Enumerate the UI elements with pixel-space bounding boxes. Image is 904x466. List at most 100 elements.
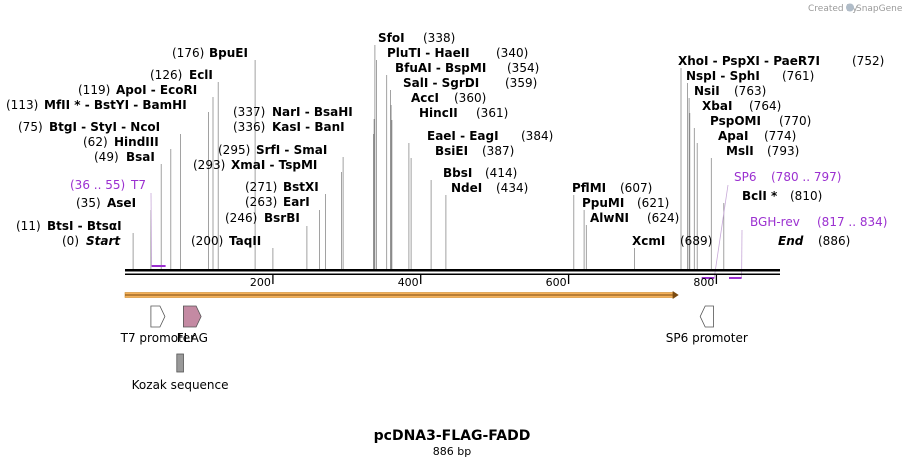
site-name-s27: NdeI	[451, 181, 482, 195]
site-name-s32: XhoI - PspXI - PaeR7I	[678, 54, 820, 68]
site-name-s36: PspOMI	[710, 114, 761, 128]
scale-label-600: 600	[546, 276, 567, 289]
feature-shape-f3	[176, 353, 184, 373]
feature-shape-f1	[150, 305, 166, 328]
primer-bar-p2	[701, 277, 715, 279]
site-pos-s3: (49)	[94, 150, 119, 164]
site-name-s8: EclI	[189, 68, 213, 82]
backbone-top	[125, 269, 780, 272]
site-pos-s19: (340)	[496, 46, 528, 60]
credit-brand: SnapGene	[856, 4, 903, 14]
site-pos-s10: (200)	[191, 234, 223, 248]
site-name-s16: KasI - BanI	[272, 120, 345, 134]
site-pos-s32: (752)	[852, 54, 884, 68]
credit: Created by SnapGene	[808, 3, 903, 14]
site-pos-s2: (35)	[76, 196, 101, 210]
site-name-s29: PpuMI	[582, 196, 624, 210]
site-name-s14: XmaI - TspMI	[231, 158, 317, 172]
site-pos-s21: (359)	[505, 76, 537, 90]
credit-text: Created by	[808, 4, 858, 14]
map-length: 886 bp	[433, 445, 471, 458]
site-name-s34: NsiI	[694, 84, 720, 98]
site-pos-s20: (354)	[507, 61, 539, 75]
primer-name-p1: T7	[130, 178, 146, 192]
site-name-s24: EaeI - EagI	[427, 129, 499, 143]
site-name-s23: HincII	[419, 106, 458, 120]
site-pos-s38: (793)	[767, 144, 799, 158]
feature-label-f2: FLAG	[177, 331, 208, 345]
site-labels: (0) Start (11) BtsI - BtsαI (35) AseI (49) BsaI…	[6, 31, 884, 248]
site-pos-s12: (263)	[245, 195, 277, 209]
site-name-s26: BbsI	[443, 166, 472, 180]
site-pos-s29: (621)	[637, 196, 669, 210]
feature-label-f3: Kozak sequence	[132, 378, 229, 392]
site-name-s3: BsaI	[126, 150, 155, 164]
site-name-s28: PflMI	[572, 181, 606, 195]
site-pos-s25: (387)	[482, 144, 514, 158]
site-name-s11: BsrBI	[264, 211, 300, 225]
site-pos-s33: (761)	[782, 69, 814, 83]
site-pos-s36: (770)	[779, 114, 811, 128]
primer-name-p3: BGH-rev	[750, 215, 800, 229]
feature-label-f4: SP6 promoter	[666, 331, 748, 345]
site-pos-s22: (360)	[454, 91, 486, 105]
primer-range-p1: (36 .. 55)	[70, 178, 125, 192]
site-name-s13: BstXI	[283, 180, 319, 194]
primer-range-p2: (780 .. 797)	[771, 170, 841, 184]
site-pos-s34: (763)	[734, 84, 766, 98]
site-pos-s31: (689)	[680, 234, 712, 248]
site-name-s21: SalI - SgrDI	[403, 76, 479, 90]
site-name-s18: SfoI	[378, 31, 405, 45]
site-pos-s17: (337)	[233, 105, 265, 119]
site-pos-s7: (119)	[78, 83, 110, 97]
site-pos-s5: (75)	[18, 120, 43, 134]
site-name-s6: MfII * - BstYI - BamHI	[44, 98, 187, 112]
site-name-s7: ApoI - EcoRI	[116, 83, 197, 97]
primer-leader-p1	[150, 192, 152, 267]
site-pos-s14: (293)	[193, 158, 225, 172]
site-name-s9: BpuEI	[209, 46, 248, 60]
site-pos-s18: (338)	[423, 31, 455, 45]
site-pos-s26: (414)	[485, 166, 517, 180]
orf-arrowhead	[672, 291, 679, 299]
site-name-s30: AlwNI	[590, 211, 629, 225]
site-name-s10: TaqII	[229, 234, 261, 248]
site-pos-s11: (246)	[225, 211, 257, 225]
feature-label-f1: T7 promoter	[120, 331, 196, 345]
primer-range-p3: (817 .. 834)	[817, 215, 887, 229]
backbone-bottom	[125, 273, 780, 275]
site-name-s39: BclI *	[742, 189, 778, 203]
site-name-s22: AccI	[411, 91, 439, 105]
site-name-s35: XbaI	[702, 99, 732, 113]
site-pos-s9: (176)	[172, 46, 204, 60]
site-name-s31: XcmI	[632, 234, 665, 248]
site-name-s37: ApaI	[718, 129, 748, 143]
scale-label-200: 200	[250, 276, 271, 289]
site-name-s1: BtsI - BtsαI	[47, 219, 122, 233]
scale-label-800: 800	[693, 276, 714, 289]
site-name-s12: EarI	[283, 195, 310, 209]
site-name-s0: Start	[86, 234, 121, 248]
site-pos-s0: (0)	[62, 234, 79, 248]
snapgene-logo-icon	[846, 3, 854, 12]
site-name-s4: HindIII	[114, 135, 159, 149]
site-name-s38: MslI	[726, 144, 754, 158]
site-name-s5: BtgI - StyI - NcoI	[49, 120, 160, 134]
site-pos-s28: (607)	[620, 181, 652, 195]
site-name-s2: AseI	[107, 196, 136, 210]
site-name-s19: PluTI - HaeII	[387, 46, 470, 60]
primer-name-p2: SP6	[734, 170, 757, 184]
site-name-s17: NarI - BsaHI	[272, 105, 353, 119]
site-pos-s40: (886)	[818, 234, 850, 248]
site-pos-s37: (774)	[764, 129, 796, 143]
site-pos-s4: (62)	[83, 135, 108, 149]
site-pos-s15: (295)	[218, 143, 250, 157]
primer-leader-p2	[713, 184, 729, 279]
site-pos-s39: (810)	[790, 189, 822, 203]
feature-shape-f2	[182, 305, 202, 328]
site-pos-s16: (336)	[233, 120, 265, 134]
site-pos-s1: (11)	[16, 219, 41, 233]
site-pos-s24: (384)	[521, 129, 553, 143]
scale-layer: 200 400 600 800	[250, 275, 718, 289]
